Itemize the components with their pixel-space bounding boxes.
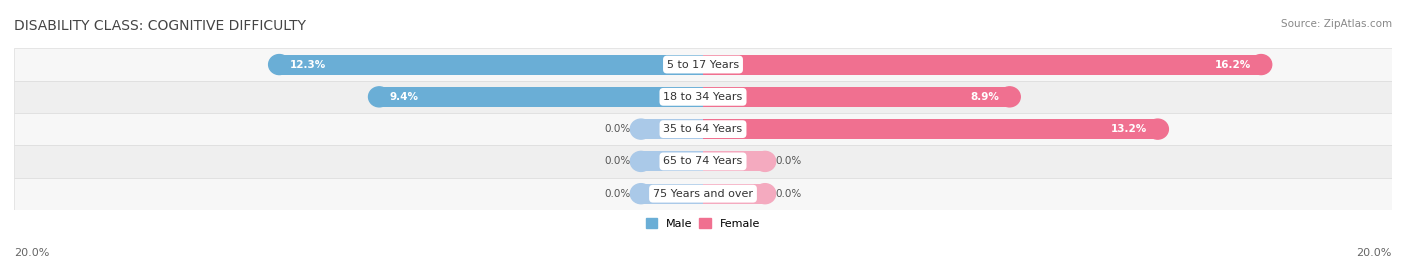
Text: 9.4%: 9.4% [389,92,419,102]
Text: 20.0%: 20.0% [14,248,49,258]
Circle shape [630,184,651,204]
Text: 65 to 74 Years: 65 to 74 Years [664,156,742,167]
FancyBboxPatch shape [14,113,1392,145]
Circle shape [1250,55,1271,75]
Text: 16.2%: 16.2% [1215,59,1251,70]
Text: 0.0%: 0.0% [605,156,631,167]
Text: 5 to 17 Years: 5 to 17 Years [666,59,740,70]
Bar [703,87,1010,107]
Text: 0.0%: 0.0% [775,189,801,199]
FancyBboxPatch shape [14,48,1392,81]
Text: 0.0%: 0.0% [605,189,631,199]
Text: 13.2%: 13.2% [1111,124,1147,134]
Circle shape [755,184,776,204]
Text: 20.0%: 20.0% [1357,248,1392,258]
Text: 75 Years and over: 75 Years and over [652,189,754,199]
Bar [703,184,765,204]
Bar [703,119,1157,139]
Text: 18 to 34 Years: 18 to 34 Years [664,92,742,102]
Text: 35 to 64 Years: 35 to 64 Years [664,124,742,134]
Bar [641,119,703,139]
Text: 0.0%: 0.0% [605,124,631,134]
Bar [641,151,703,171]
Circle shape [269,55,290,75]
Circle shape [368,87,389,107]
Bar [280,55,703,75]
FancyBboxPatch shape [14,81,1392,113]
FancyBboxPatch shape [14,145,1392,178]
Bar [380,87,703,107]
Circle shape [755,151,776,171]
FancyBboxPatch shape [14,178,1392,210]
Bar [703,55,1261,75]
Circle shape [630,151,651,171]
Text: 0.0%: 0.0% [775,156,801,167]
Bar [641,184,703,204]
Text: 8.9%: 8.9% [970,92,1000,102]
Text: DISABILITY CLASS: COGNITIVE DIFFICULTY: DISABILITY CLASS: COGNITIVE DIFFICULTY [14,19,307,33]
Text: 12.3%: 12.3% [290,59,326,70]
Text: Source: ZipAtlas.com: Source: ZipAtlas.com [1281,19,1392,29]
Circle shape [1147,119,1168,139]
Bar [703,151,765,171]
Legend: Male, Female: Male, Female [641,214,765,233]
Circle shape [630,119,651,139]
Circle shape [998,87,1021,107]
